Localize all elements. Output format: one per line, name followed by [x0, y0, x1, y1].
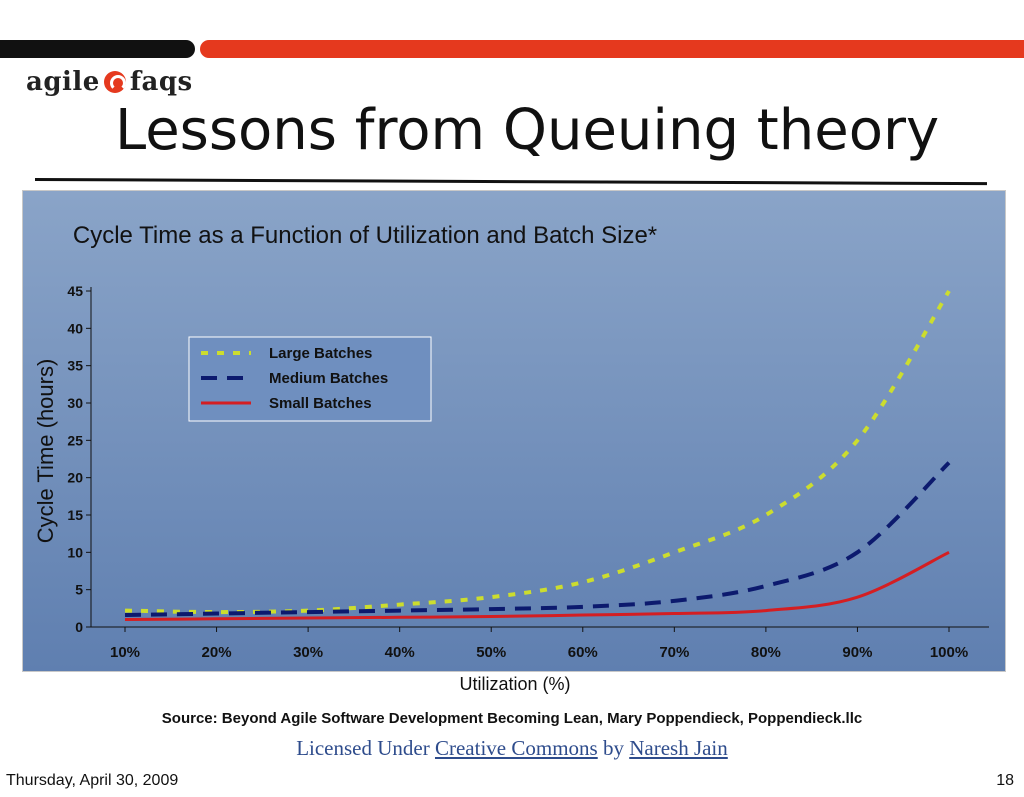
x-tick-label: 40% [385, 644, 415, 661]
license-by: by [602, 736, 624, 760]
y-tick-label: 10 [67, 544, 83, 560]
creative-commons-link[interactable]: Creative Commons [434, 736, 598, 760]
chart-series [124, 289, 951, 622]
license-prefix: Licensed Under [296, 736, 430, 760]
series-line-medium [124, 461, 951, 618]
x-tick-label: 100% [930, 644, 968, 661]
y-tick-label: 40 [67, 320, 83, 336]
x-tick-label: 50% [476, 644, 506, 661]
x-tick-label: 10% [110, 644, 140, 661]
x-axis-label: Utilization (%) [459, 674, 571, 694]
license-line: Licensed Under Creative Commons by Nares… [0, 736, 1024, 761]
agile-faqs-logo: agile faqs [26, 64, 193, 100]
y-tick-label: 20 [67, 470, 83, 486]
header-bar-black [0, 40, 195, 58]
y-tick-label: 5 [75, 582, 83, 598]
series-line-small [124, 550, 950, 622]
chart-axes: 0 5 10 15 20 25 30 35 40 45 10% 20% 30% 40% 50% 60% 70% 8… [67, 283, 989, 661]
x-tick-label: 20% [202, 644, 232, 661]
y-tick-label: 0 [75, 619, 83, 635]
y-tick-label: 30 [67, 395, 83, 411]
y-tick-label: 15 [67, 507, 83, 523]
y-axis-label: Cycle Time (hours) [33, 359, 58, 544]
footer-date: Thursday, April 30, 2009 [6, 772, 179, 789]
author-link[interactable]: Naresh Jain [629, 736, 728, 760]
legend-label-medium: Medium Batches [269, 370, 388, 387]
x-tick-label: 60% [568, 644, 598, 661]
y-tick-label: 35 [67, 358, 83, 374]
chart-svg: Cycle Time as a Function of Utilization … [33, 222, 989, 661]
legend-label-large: Large Batches [269, 345, 372, 362]
slide-title: Lessons from Queuing theory [115, 98, 940, 163]
header-bar-red [200, 40, 1024, 58]
title-divider [34, 178, 987, 186]
chart-title: Cycle Time as a Function of Utilization … [73, 222, 657, 249]
logo-text-faqs: faqs [129, 67, 193, 97]
source-citation: Source: Beyond Agile Software Developmen… [161, 710, 863, 727]
question-mark-icon [103, 71, 126, 93]
chart-legend: Large Batches Medium Batches Small Batches [188, 336, 432, 422]
x-tick-label: 70% [659, 644, 689, 661]
legend-label-small: Small Batches [269, 395, 372, 412]
logo-text-agile: agile [26, 67, 100, 97]
x-tick-label: 90% [842, 644, 872, 661]
y-tick-label: 45 [67, 283, 83, 299]
x-tick-label: 80% [751, 644, 781, 661]
x-tick-label: 30% [293, 644, 323, 661]
chart-panel: Cycle Time as a Function of Utilization … [22, 190, 1006, 672]
y-tick-label: 25 [67, 432, 83, 448]
page-number: 18 [996, 772, 1014, 789]
